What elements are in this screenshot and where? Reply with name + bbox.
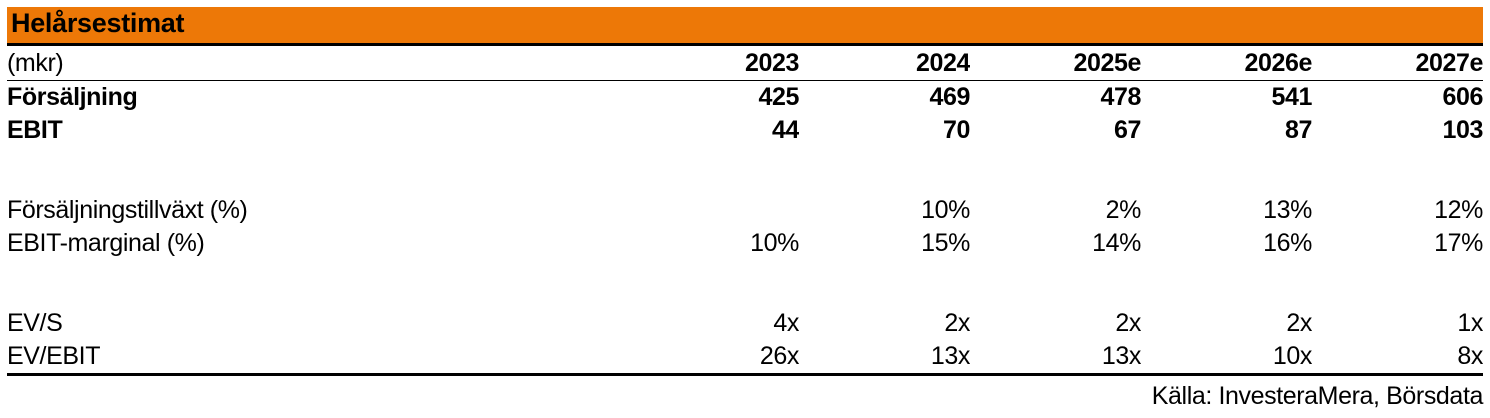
column-header-2025e: 2025e bbox=[970, 46, 1141, 81]
row-label: EV/S bbox=[7, 309, 63, 337]
cell: 10x bbox=[1141, 340, 1312, 376]
cell: 10% bbox=[921, 196, 970, 224]
cell: 12% bbox=[1434, 196, 1483, 224]
cell: 4x bbox=[773, 309, 799, 337]
cell: 425 bbox=[758, 83, 799, 111]
table-row-ev-s: EV/S 4x 2x 2x 2x 1x bbox=[7, 307, 1483, 340]
cell: 478 bbox=[1100, 83, 1141, 111]
cell: 17% bbox=[1434, 229, 1483, 257]
cell: 2x bbox=[1115, 309, 1141, 337]
cell: 16% bbox=[1263, 229, 1312, 257]
cell: 103 bbox=[1442, 116, 1483, 144]
row-label: Försäljningstillväxt (%) bbox=[7, 196, 248, 224]
cell: 44 bbox=[771, 116, 799, 144]
row-label: EBIT bbox=[7, 116, 63, 144]
cell: 14% bbox=[1092, 229, 1141, 257]
column-header-2024: 2024 bbox=[799, 46, 970, 81]
table-row-ebit-marginal: EBIT-marginal (%) 10% 15% 14% 16% 17% bbox=[7, 227, 1483, 260]
spacer-row bbox=[7, 147, 1483, 194]
row-label: Försäljning bbox=[7, 83, 138, 111]
cell: 13% bbox=[1263, 196, 1312, 224]
unit-label: (mkr) bbox=[7, 46, 628, 81]
cell bbox=[628, 194, 799, 227]
cell: 1x bbox=[1457, 309, 1483, 337]
spacer-row bbox=[7, 260, 1483, 307]
cell: 26x bbox=[628, 340, 799, 376]
title-bar: Helårsestimat bbox=[7, 7, 1483, 46]
table-row-forsaljning: Försäljning 425 469 478 541 606 bbox=[7, 81, 1483, 115]
cell: 2% bbox=[1105, 196, 1141, 224]
column-header-2027e: 2027e bbox=[1312, 46, 1483, 81]
cell: 2x bbox=[1286, 309, 1312, 337]
cell: 10% bbox=[750, 229, 799, 257]
source-note: Källa: InvesteraMera, Börsdata bbox=[1151, 382, 1484, 410]
row-label: EV/EBIT bbox=[7, 340, 628, 376]
estimates-table: (mkr) 2023 2024 2025e 2026e 2027e Försäl… bbox=[7, 46, 1483, 376]
cell: 15% bbox=[921, 229, 970, 257]
cell: 70 bbox=[942, 116, 970, 144]
table-row-ev-ebit: EV/EBIT 26x 13x 13x 10x 8x bbox=[7, 340, 1483, 376]
header-row: (mkr) 2023 2024 2025e 2026e 2027e bbox=[7, 46, 1483, 81]
cell: 2x bbox=[944, 309, 970, 337]
row-label: EBIT-marginal (%) bbox=[7, 229, 205, 257]
cell: 8x bbox=[1312, 340, 1483, 376]
cell: 67 bbox=[1113, 116, 1141, 144]
column-header-2023: 2023 bbox=[628, 46, 799, 81]
cell: 606 bbox=[1442, 83, 1483, 111]
table-row-ebit: EBIT 44 70 67 87 103 bbox=[7, 114, 1483, 147]
cell: 13x bbox=[799, 340, 970, 376]
cell: 541 bbox=[1271, 83, 1312, 111]
column-header-2026e: 2026e bbox=[1141, 46, 1312, 81]
cell: 469 bbox=[929, 83, 970, 111]
page-title: Helårsestimat bbox=[11, 8, 185, 38]
table-row-forsaljningstillvaxt: Försäljningstillväxt (%) 10% 2% 13% 12% bbox=[7, 194, 1483, 227]
cell: 87 bbox=[1284, 116, 1312, 144]
cell: 13x bbox=[970, 340, 1141, 376]
